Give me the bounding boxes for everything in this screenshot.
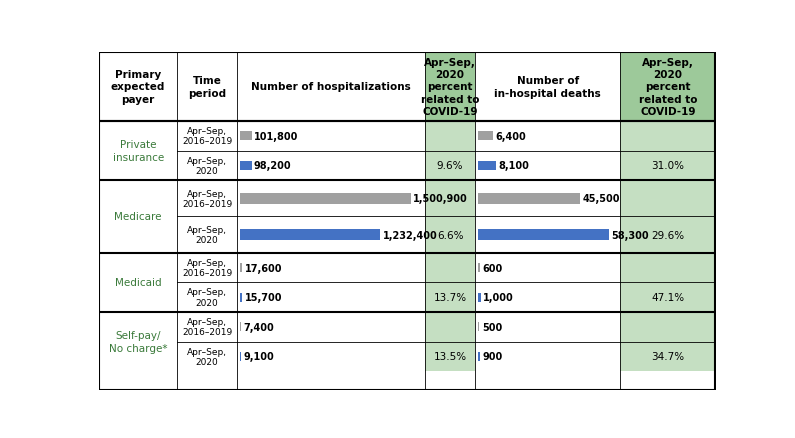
- Text: 8,100: 8,100: [498, 161, 529, 171]
- Bar: [620, 53, 716, 122]
- Bar: [425, 312, 475, 371]
- Bar: [240, 230, 381, 240]
- Text: Apr–Sep,
2020: Apr–Sep, 2020: [187, 156, 227, 176]
- Text: Apr–Sep,
2020
percent
related to
COVID-19: Apr–Sep, 2020 percent related to COVID-1…: [421, 57, 479, 117]
- Bar: [240, 293, 242, 302]
- Text: Medicaid: Medicaid: [114, 278, 161, 288]
- Bar: [99, 122, 716, 181]
- Text: Apr–Sep,
2016–2019: Apr–Sep, 2016–2019: [182, 127, 232, 146]
- Bar: [425, 181, 475, 253]
- Bar: [479, 293, 481, 302]
- Text: 45,500: 45,500: [582, 194, 620, 204]
- Bar: [240, 264, 242, 272]
- Bar: [240, 194, 411, 204]
- Text: 29.6%: 29.6%: [651, 230, 684, 240]
- Text: Number of hospitalizations: Number of hospitalizations: [251, 82, 411, 92]
- Text: 6,400: 6,400: [495, 131, 525, 141]
- Text: 6.6%: 6.6%: [436, 230, 463, 240]
- Bar: [99, 53, 716, 122]
- Bar: [240, 352, 242, 361]
- Bar: [479, 194, 580, 204]
- Bar: [240, 132, 252, 141]
- Bar: [620, 181, 716, 253]
- Text: 1,000: 1,000: [483, 293, 514, 303]
- Bar: [99, 181, 716, 253]
- Text: Apr–Sep,
2016–2019: Apr–Sep, 2016–2019: [182, 189, 232, 208]
- Bar: [479, 162, 496, 170]
- Text: 900: 900: [483, 352, 503, 361]
- Text: Time
period: Time period: [188, 76, 226, 98]
- Text: 13.5%: 13.5%: [433, 352, 467, 361]
- Text: Primary
expected
payer: Primary expected payer: [111, 70, 165, 105]
- Text: Number of
in-hospital deaths: Number of in-hospital deaths: [494, 76, 601, 98]
- Bar: [99, 312, 716, 371]
- Bar: [620, 312, 716, 371]
- Text: Apr–Sep,
2020: Apr–Sep, 2020: [187, 347, 227, 366]
- Bar: [479, 230, 608, 240]
- Text: Apr–Sep,
2020
percent
related to
COVID-19: Apr–Sep, 2020 percent related to COVID-1…: [638, 57, 697, 117]
- Text: 7,400: 7,400: [243, 322, 274, 332]
- Bar: [425, 253, 475, 312]
- Text: 600: 600: [482, 263, 502, 273]
- Bar: [425, 53, 475, 122]
- Text: 34.7%: 34.7%: [651, 352, 684, 361]
- Text: 13.7%: 13.7%: [433, 293, 467, 303]
- Bar: [620, 122, 716, 181]
- Bar: [479, 352, 480, 361]
- Bar: [99, 253, 716, 312]
- Text: Apr–Sep,
2020: Apr–Sep, 2020: [187, 226, 227, 245]
- Text: Self-pay/
No charge*: Self-pay/ No charge*: [109, 331, 168, 353]
- Text: 9.6%: 9.6%: [436, 161, 463, 171]
- Text: 17,600: 17,600: [245, 263, 282, 273]
- Text: 9,100: 9,100: [244, 352, 274, 361]
- Text: Medicare: Medicare: [114, 212, 162, 222]
- Bar: [620, 253, 716, 312]
- Bar: [425, 122, 475, 181]
- Text: 101,800: 101,800: [254, 131, 299, 141]
- Text: 1,232,400: 1,232,400: [382, 230, 437, 240]
- Text: 15,700: 15,700: [245, 293, 282, 303]
- Text: 98,200: 98,200: [254, 161, 292, 171]
- Bar: [240, 322, 241, 332]
- Text: Apr–Sep,
2016–2019: Apr–Sep, 2016–2019: [182, 317, 232, 337]
- Text: 500: 500: [482, 322, 502, 332]
- Text: 1,500,900: 1,500,900: [413, 194, 468, 204]
- Text: Apr–Sep,
2016–2019: Apr–Sep, 2016–2019: [182, 258, 232, 278]
- Text: Apr–Sep,
2020: Apr–Sep, 2020: [187, 288, 227, 307]
- Bar: [479, 132, 493, 141]
- Text: 31.0%: 31.0%: [651, 161, 684, 171]
- Bar: [240, 162, 251, 170]
- Text: Private
insurance: Private insurance: [113, 140, 164, 162]
- Text: 47.1%: 47.1%: [651, 293, 684, 303]
- Text: 58,300: 58,300: [611, 230, 649, 240]
